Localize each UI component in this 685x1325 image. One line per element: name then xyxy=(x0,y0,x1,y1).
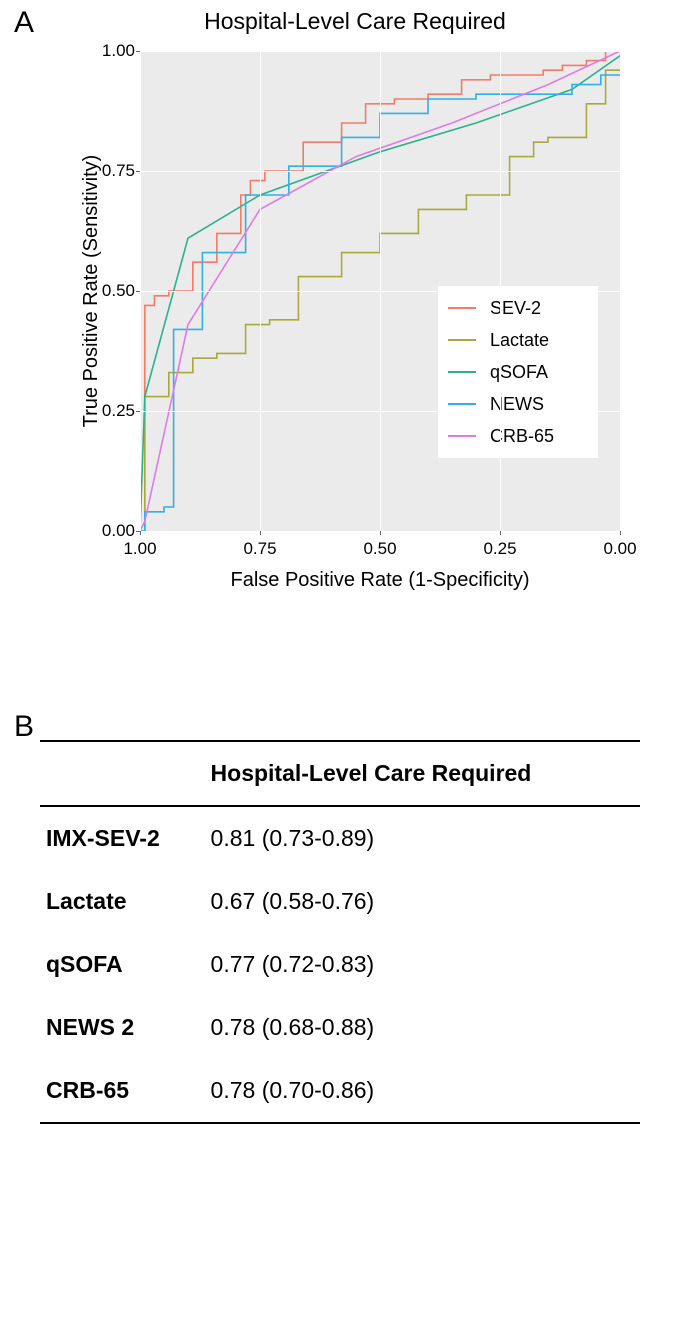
table-row: IMX-SEV-20.81 (0.73-0.89) xyxy=(40,806,640,870)
legend-swatch xyxy=(448,307,476,309)
auc-table-wrap: Hospital-Level Care Required IMX-SEV-20.… xyxy=(40,740,640,1124)
table-row-label: NEWS 2 xyxy=(40,996,205,1059)
x-axis-label: False Positive Rate (1-Specificity) xyxy=(140,569,620,592)
y-tick-label: 0.75 xyxy=(100,161,135,181)
table-row-value: 0.77 (0.72-0.83) xyxy=(205,933,640,996)
panel-b-label: B xyxy=(14,710,34,744)
table-row: qSOFA0.77 (0.72-0.83) xyxy=(40,933,640,996)
y-tick-label: 0.25 xyxy=(100,401,135,421)
table-row-label: CRB-65 xyxy=(40,1059,205,1123)
legend-swatch xyxy=(448,339,476,341)
panel-a-label: A xyxy=(14,6,34,40)
legend: SEV-2 Lactate qSOFA NEWSCRB-65 xyxy=(438,286,598,458)
x-tick-label: 1.00 xyxy=(123,539,156,559)
table-row: Lactate0.67 (0.58-0.76) xyxy=(40,870,640,933)
legend-label: Lactate xyxy=(490,330,549,351)
legend-label: SEV-2 xyxy=(490,298,541,319)
legend-swatch xyxy=(448,403,476,405)
gridline-v xyxy=(620,51,621,531)
table-row-label: Lactate xyxy=(40,870,205,933)
y-tick-label: 0.00 xyxy=(100,521,135,541)
table-row-label: IMX-SEV-2 xyxy=(40,806,205,870)
legend-item: CRB-65 xyxy=(448,420,588,452)
chart-title: Hospital-Level Care Required xyxy=(70,8,640,35)
gridline-v xyxy=(260,51,261,531)
table-row-value: 0.78 (0.68-0.88) xyxy=(205,996,640,1059)
table-row-value: 0.78 (0.70-0.86) xyxy=(205,1059,640,1123)
y-tick-label: 0.50 xyxy=(100,281,135,301)
x-tick-label: 0.00 xyxy=(603,539,636,559)
table-row-label: qSOFA xyxy=(40,933,205,996)
table-row-value: 0.67 (0.58-0.76) xyxy=(205,870,640,933)
table-header-blank xyxy=(40,741,205,806)
auc-table: Hospital-Level Care Required IMX-SEV-20.… xyxy=(40,740,640,1124)
legend-swatch xyxy=(448,435,476,437)
gridline-v xyxy=(140,51,141,531)
gridline-v xyxy=(380,51,381,531)
legend-item: SEV-2 xyxy=(448,292,588,324)
table-header-row: Hospital-Level Care Required xyxy=(40,741,640,806)
legend-item: qSOFA xyxy=(448,356,588,388)
roc-chart: Hospital-Level Care Required True Positi… xyxy=(70,8,640,571)
table-body: IMX-SEV-20.81 (0.73-0.89)Lactate0.67 (0.… xyxy=(40,806,640,1123)
x-tick-label: 0.75 xyxy=(243,539,276,559)
legend-item: NEWS xyxy=(448,388,588,420)
table-row-value: 0.81 (0.73-0.89) xyxy=(205,806,640,870)
table-row: CRB-650.78 (0.70-0.86) xyxy=(40,1059,640,1123)
x-tick-label: 0.50 xyxy=(363,539,396,559)
y-tick-label: 1.00 xyxy=(100,41,135,61)
legend-swatch xyxy=(448,371,476,373)
x-tick-label: 0.25 xyxy=(483,539,516,559)
table-row: NEWS 20.78 (0.68-0.88) xyxy=(40,996,640,1059)
plot-area: True Positive Rate (Sensitivity) False P… xyxy=(100,41,640,571)
gridline-v xyxy=(500,51,501,531)
table-header-value: Hospital-Level Care Required xyxy=(205,741,640,806)
legend-item: Lactate xyxy=(448,324,588,356)
legend-label: qSOFA xyxy=(490,362,548,383)
